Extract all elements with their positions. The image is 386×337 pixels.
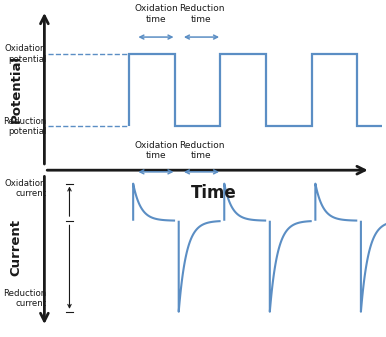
Text: Oxidation
current: Oxidation current xyxy=(5,179,46,198)
Text: Oxidation
potential: Oxidation potential xyxy=(5,44,46,64)
Text: Potential: Potential xyxy=(10,55,23,123)
Text: Time: Time xyxy=(191,184,237,202)
Text: Reduction
time: Reduction time xyxy=(179,141,224,160)
Text: Reduction
time: Reduction time xyxy=(179,4,224,24)
Text: Reduction
potential: Reduction potential xyxy=(3,117,46,136)
Text: Reduction
current: Reduction current xyxy=(3,288,46,308)
Text: Current: Current xyxy=(10,219,23,276)
Text: Oxidation
time: Oxidation time xyxy=(134,4,178,24)
Text: Oxidation
time: Oxidation time xyxy=(134,141,178,160)
